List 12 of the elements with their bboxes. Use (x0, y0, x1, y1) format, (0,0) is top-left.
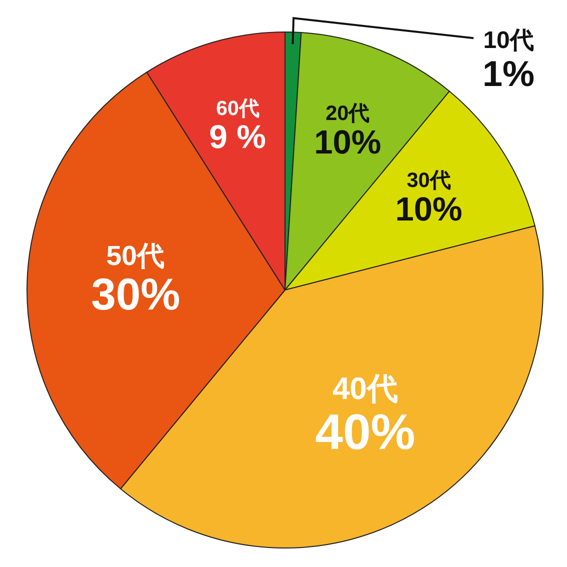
slice-label: 20代 (326, 102, 370, 125)
data-label: 9 % (209, 118, 266, 155)
data-label: 10% (395, 192, 462, 229)
slice-label: 60代 (216, 98, 259, 120)
slice-label: 40代 (332, 370, 398, 406)
data-label: 40% (315, 404, 416, 460)
data-label: 1% (482, 53, 535, 94)
slice-label: 30代 (406, 169, 451, 192)
data-label: 30% (91, 270, 180, 320)
data-label: 10% (314, 124, 382, 162)
slice-label: 50代 (106, 240, 165, 272)
slice-label: 10代 (483, 27, 534, 54)
